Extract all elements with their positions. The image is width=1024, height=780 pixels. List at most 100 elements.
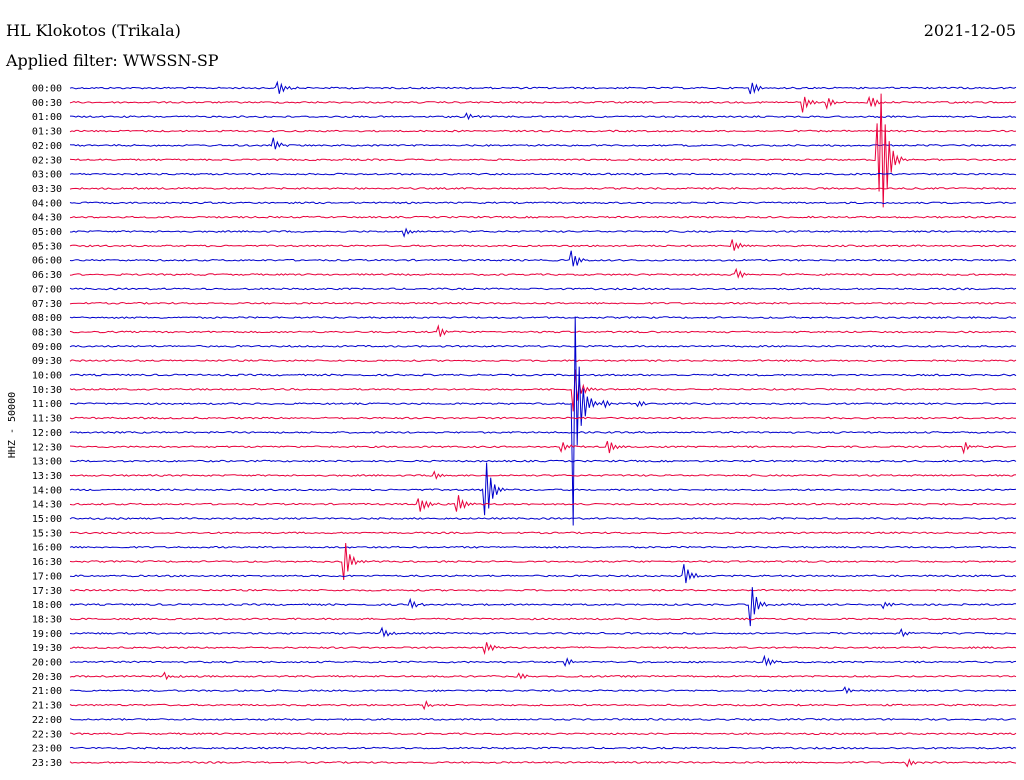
trace-line bbox=[69, 717, 1017, 721]
row-label: 16:30 bbox=[32, 557, 62, 568]
row-label: 14:00 bbox=[32, 485, 62, 496]
trace-line bbox=[69, 746, 1017, 750]
row-label: 05:30 bbox=[32, 241, 62, 252]
trace-line bbox=[69, 462, 1017, 516]
trace-line bbox=[69, 187, 1017, 190]
row-label: 18:30 bbox=[32, 614, 62, 625]
row-label: 00:30 bbox=[32, 98, 62, 109]
row-tick-labels: 00:00 00:30 01:00 01:30 02:00 02:30 03:00 03:30… bbox=[32, 84, 62, 769]
row-label: 22:00 bbox=[32, 715, 62, 726]
trace-line bbox=[69, 495, 1017, 512]
y-axis-label: HHZ - 50000 bbox=[7, 392, 18, 458]
row-label: 06:30 bbox=[32, 270, 62, 281]
seismic-traces bbox=[69, 80, 1017, 768]
row-label: 06:00 bbox=[32, 256, 62, 267]
row-label: 01:30 bbox=[32, 127, 62, 138]
trace-line bbox=[69, 470, 1017, 480]
row-label: 16:00 bbox=[32, 543, 62, 554]
row-label: 19:00 bbox=[32, 629, 62, 640]
row-label: 04:30 bbox=[32, 213, 62, 224]
trace-line bbox=[69, 416, 1017, 420]
row-label: 00:00 bbox=[32, 84, 62, 95]
row-label: 10:00 bbox=[32, 371, 62, 382]
row-label: 09:30 bbox=[32, 356, 62, 367]
trace-line bbox=[69, 686, 1017, 695]
trace-line bbox=[70, 112, 1017, 121]
trace-line bbox=[69, 267, 1017, 279]
row-label: 20:30 bbox=[32, 672, 62, 683]
row-label: 07:00 bbox=[32, 284, 62, 295]
row-label: 17:00 bbox=[32, 571, 62, 582]
trace-line bbox=[69, 431, 1017, 434]
trace-line bbox=[69, 95, 1017, 113]
trace-line bbox=[69, 459, 1017, 463]
trace-line bbox=[69, 545, 1017, 549]
trace-line bbox=[69, 758, 1017, 768]
row-label: 01:00 bbox=[32, 112, 62, 123]
trace-line bbox=[69, 588, 1017, 592]
trace-line bbox=[69, 441, 1017, 455]
row-label: 08:30 bbox=[32, 327, 62, 338]
trace-line bbox=[69, 517, 1017, 520]
row-label: 12:00 bbox=[32, 428, 62, 439]
trace-line bbox=[69, 617, 1017, 621]
trace-line bbox=[69, 531, 1017, 535]
row-label: 03:00 bbox=[32, 170, 62, 181]
row-label: 20:00 bbox=[32, 658, 62, 669]
trace-line bbox=[69, 373, 1017, 377]
trace-line bbox=[69, 542, 1017, 581]
trace-line bbox=[69, 564, 1017, 584]
row-label: 23:30 bbox=[32, 758, 62, 769]
trace-line bbox=[69, 250, 1017, 267]
row-label: 11:30 bbox=[32, 414, 62, 425]
filter-label: Applied filter: WWSSN-SP bbox=[5, 51, 219, 70]
trace-line bbox=[69, 671, 1017, 681]
trace-line bbox=[69, 239, 1017, 251]
row-label: 15:00 bbox=[32, 514, 62, 525]
trace-line bbox=[69, 316, 1017, 320]
trace-line bbox=[69, 344, 1017, 348]
trace-line bbox=[69, 316, 1017, 526]
row-label: 04:00 bbox=[32, 198, 62, 209]
trace-line bbox=[69, 699, 1017, 711]
trace-line bbox=[69, 287, 1017, 291]
row-label: 15:30 bbox=[32, 528, 62, 539]
row-label: 02:30 bbox=[32, 155, 62, 166]
row-label: 02:00 bbox=[32, 141, 62, 152]
station-title: HL Klokotos (Trikala) bbox=[6, 21, 181, 40]
trace-line bbox=[69, 93, 1017, 208]
trace-line bbox=[69, 137, 1017, 150]
row-label: 23:00 bbox=[32, 744, 62, 755]
row-label: 07:30 bbox=[32, 299, 62, 310]
trace-line bbox=[69, 215, 1017, 219]
trace-line bbox=[69, 359, 1017, 363]
row-label: 12:30 bbox=[32, 442, 62, 453]
trace-line bbox=[69, 172, 1017, 176]
trace-line bbox=[69, 201, 1017, 205]
row-label: 05:00 bbox=[32, 227, 62, 238]
trace-line bbox=[69, 732, 1017, 736]
row-label: 13:30 bbox=[32, 471, 62, 482]
row-label: 21:30 bbox=[32, 701, 62, 712]
trace-line bbox=[69, 642, 1017, 656]
row-label: 08:00 bbox=[32, 313, 62, 324]
row-label: 03:30 bbox=[32, 184, 62, 195]
row-label: 18:00 bbox=[32, 600, 62, 611]
trace-line bbox=[69, 301, 1017, 305]
row-label: 22:30 bbox=[32, 729, 62, 740]
row-label: 17:30 bbox=[32, 586, 62, 597]
row-label: 19:30 bbox=[32, 643, 62, 654]
row-label: 10:30 bbox=[32, 385, 62, 396]
trace-line bbox=[69, 587, 1016, 627]
trace-line bbox=[69, 80, 1017, 95]
trace-line bbox=[70, 227, 1016, 238]
trace-line bbox=[69, 129, 1017, 133]
row-label: 21:00 bbox=[32, 686, 62, 697]
row-label: 11:00 bbox=[32, 399, 62, 410]
trace-line bbox=[69, 654, 1017, 667]
trace-line bbox=[69, 324, 1017, 337]
row-label: 13:00 bbox=[32, 457, 62, 468]
date-label: 2021-12-05 bbox=[924, 21, 1016, 40]
trace-line bbox=[69, 626, 1017, 638]
